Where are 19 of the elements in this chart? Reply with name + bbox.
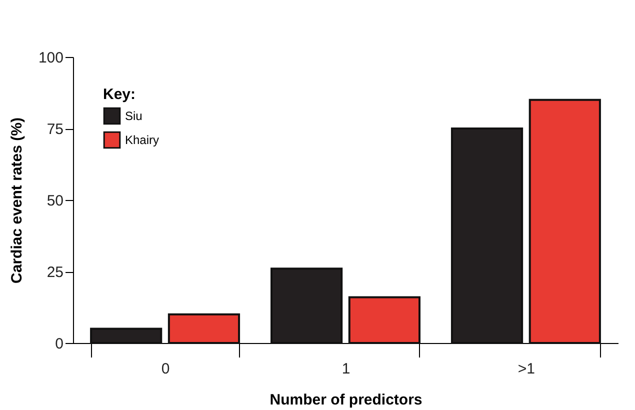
bar	[528, 98, 601, 344]
x-axis-title: Number of predictors	[270, 392, 422, 408]
x-tick-label: 1	[342, 360, 350, 378]
y-tick-label: 0	[55, 336, 64, 352]
y-tick-label: 50	[46, 192, 64, 210]
y-tick-label: 75	[46, 121, 64, 138]
y-tick-label: 100	[38, 50, 64, 66]
legend-label: Khairy	[125, 133, 160, 147]
legend-title: Key:	[103, 86, 136, 103]
bar	[90, 328, 162, 344]
bar	[168, 313, 240, 344]
y-axis-title: Cardiac event rates (%)	[8, 118, 26, 284]
x-tick-label: 0	[161, 360, 170, 378]
bar	[348, 296, 420, 344]
y-tick-label: 25	[46, 264, 64, 281]
bar	[450, 128, 524, 344]
bar	[270, 268, 343, 344]
legend-label: Siu	[125, 109, 142, 123]
x-tick-label: >1	[518, 360, 536, 378]
